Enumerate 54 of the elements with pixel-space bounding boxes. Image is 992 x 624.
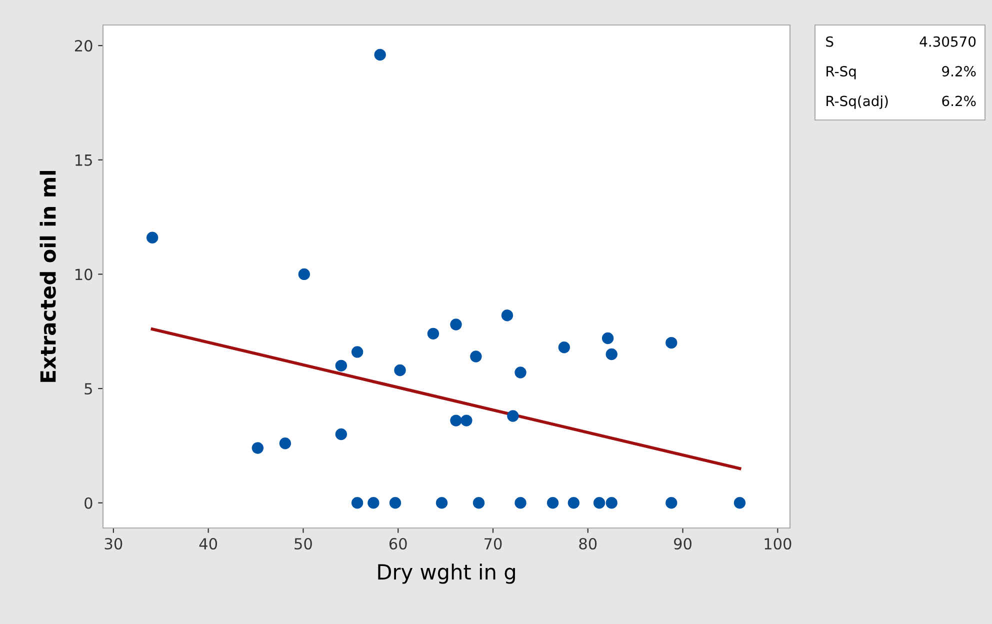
point <box>146 232 158 244</box>
point <box>501 310 514 322</box>
y-tick-label: 15 <box>76 154 92 166</box>
y-tick-label: 0 <box>84 497 92 509</box>
y-tick-label: 5 <box>84 383 92 395</box>
text: S <box>826 36 834 47</box>
point <box>436 497 448 509</box>
point <box>546 497 559 509</box>
point <box>450 414 462 426</box>
point <box>568 497 580 509</box>
point <box>514 366 526 378</box>
y-axis-title: Extracted oil in ml <box>40 171 56 382</box>
point <box>252 442 264 454</box>
point <box>450 318 462 330</box>
y-tick-label: 20 <box>74 40 92 52</box>
point <box>351 497 364 509</box>
point <box>460 414 472 426</box>
point <box>472 497 485 509</box>
point <box>427 328 440 340</box>
point <box>606 497 618 509</box>
x-tick-label: 80 <box>579 538 597 550</box>
point <box>394 364 406 376</box>
text: 4.30570 <box>920 36 976 47</box>
point <box>368 497 380 509</box>
point <box>470 350 482 362</box>
text: R-Sq <box>826 66 856 80</box>
point <box>351 346 364 358</box>
point <box>279 438 292 450</box>
point <box>602 332 614 344</box>
point <box>666 336 678 349</box>
x-tick-label: 40 <box>199 538 218 550</box>
x-tick-label: 90 <box>674 538 692 550</box>
point <box>298 268 310 280</box>
point <box>514 497 526 509</box>
x-tick-label: 30 <box>104 538 122 550</box>
point <box>507 410 519 422</box>
point <box>335 428 348 440</box>
x-tick-label: 100 <box>764 538 792 550</box>
x-tick-label: 50 <box>294 538 312 550</box>
point <box>558 342 570 354</box>
point <box>734 497 746 509</box>
point <box>666 497 678 509</box>
text: 6.2% <box>942 96 976 106</box>
x-tick-label: 70 <box>484 538 502 550</box>
point <box>335 360 348 372</box>
point <box>606 348 618 360</box>
y-tick-label: 10 <box>76 268 92 280</box>
x-tick-label: 60 <box>389 538 407 550</box>
x-axis-title: Dry wght in g <box>378 564 515 584</box>
text: 9.2% <box>942 66 976 77</box>
point <box>389 497 402 509</box>
point <box>374 48 386 61</box>
text: R-Sq(adj) <box>826 95 888 109</box>
point <box>593 497 606 509</box>
